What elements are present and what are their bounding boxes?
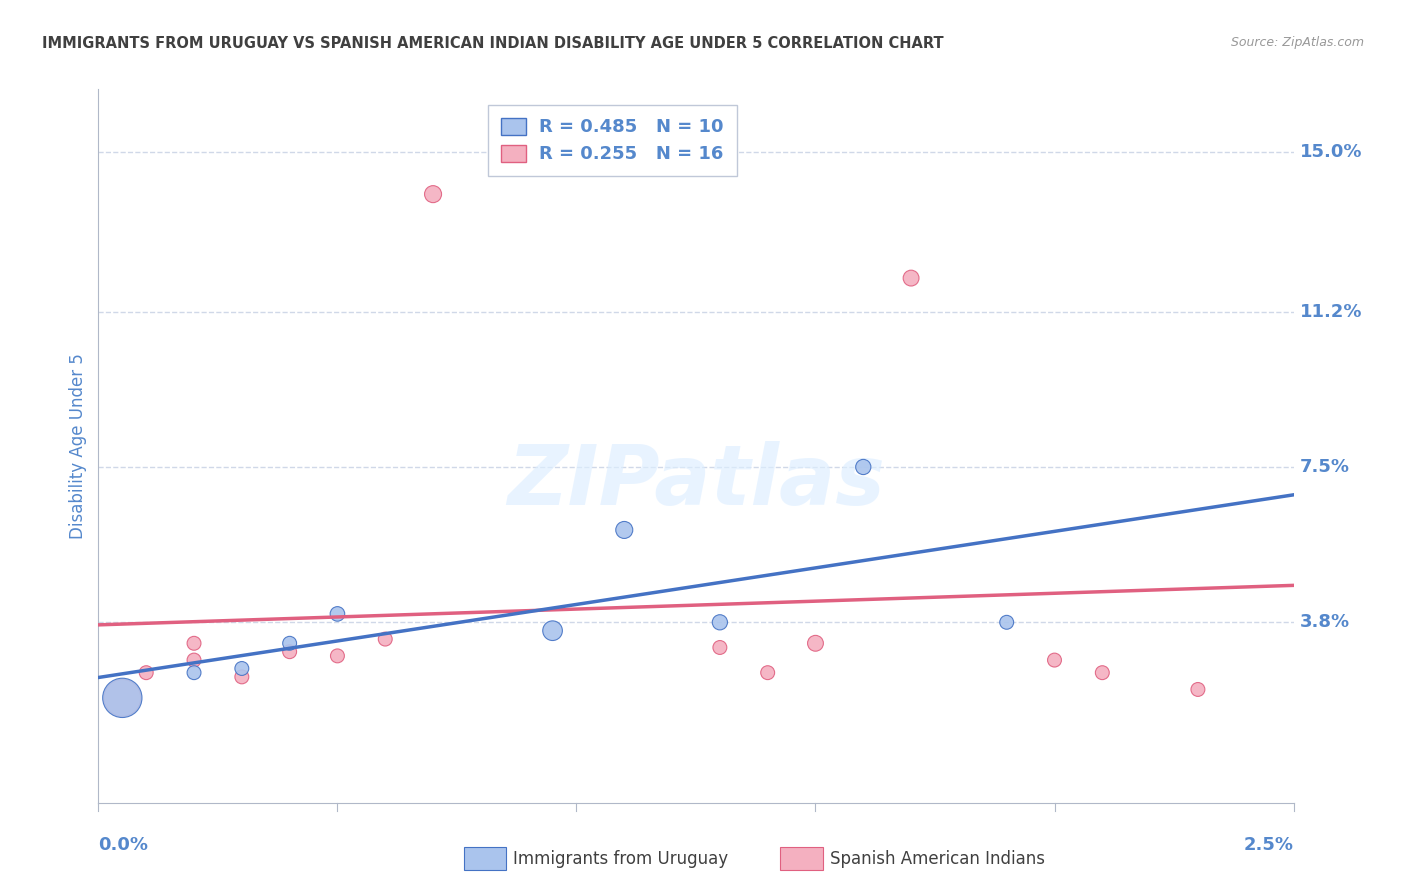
Point <box>135 665 157 680</box>
Text: Immigrants from Uruguay: Immigrants from Uruguay <box>513 850 728 868</box>
Point <box>613 523 636 537</box>
Text: 15.0%: 15.0% <box>1299 143 1362 161</box>
Text: Spanish American Indians: Spanish American Indians <box>830 850 1045 868</box>
Text: 3.8%: 3.8% <box>1299 614 1350 632</box>
Point <box>278 636 301 650</box>
Text: Source: ZipAtlas.com: Source: ZipAtlas.com <box>1230 36 1364 49</box>
Point <box>183 653 205 667</box>
Point <box>422 187 444 202</box>
Point <box>541 624 564 638</box>
Point <box>709 615 731 630</box>
Point <box>231 661 253 675</box>
Point <box>374 632 396 646</box>
Text: 7.5%: 7.5% <box>1299 458 1350 476</box>
Point <box>326 648 349 663</box>
Text: IMMIGRANTS FROM URUGUAY VS SPANISH AMERICAN INDIAN DISABILITY AGE UNDER 5 CORREL: IMMIGRANTS FROM URUGUAY VS SPANISH AMERI… <box>42 36 943 51</box>
Point <box>1043 653 1066 667</box>
Point <box>111 690 134 705</box>
Point <box>183 636 205 650</box>
Point <box>231 670 253 684</box>
Point <box>709 640 731 655</box>
Point <box>326 607 349 621</box>
Text: 2.5%: 2.5% <box>1243 837 1294 855</box>
Text: ZIPatlas: ZIPatlas <box>508 442 884 522</box>
Point <box>278 645 301 659</box>
Text: 0.0%: 0.0% <box>98 837 149 855</box>
Point <box>1091 665 1114 680</box>
Point <box>756 665 779 680</box>
Point <box>1187 682 1209 697</box>
Point <box>804 636 827 650</box>
Legend: R = 0.485   N = 10, R = 0.255   N = 16: R = 0.485 N = 10, R = 0.255 N = 16 <box>488 104 737 176</box>
Point <box>183 665 205 680</box>
Point <box>111 690 134 705</box>
Text: 11.2%: 11.2% <box>1299 302 1362 321</box>
Point <box>900 271 922 285</box>
Y-axis label: Disability Age Under 5: Disability Age Under 5 <box>69 353 87 539</box>
Point <box>852 460 875 475</box>
Point <box>995 615 1018 630</box>
